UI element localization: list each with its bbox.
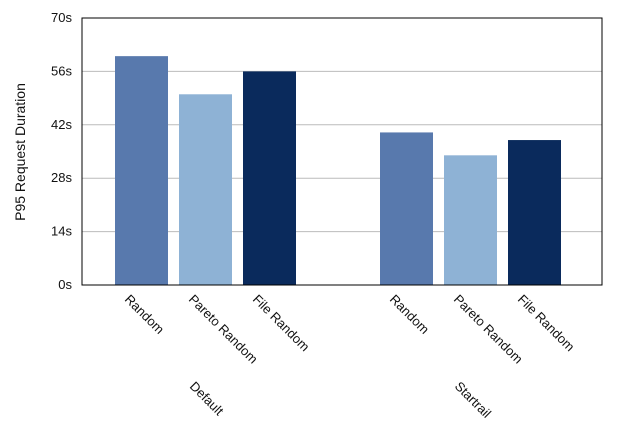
bar-startrail-random (380, 132, 433, 285)
bar-default-file-random (243, 71, 296, 286)
x-category-label: Random (387, 292, 432, 337)
x-category-label: File Random (250, 292, 313, 355)
bar-default-pareto-random (179, 94, 232, 286)
x-category-label: Pareto Random (186, 292, 261, 367)
y-axis-title: P95 Request Duration (12, 83, 28, 221)
y-tick-label: 42s (51, 117, 72, 132)
x-category-label: File Random (515, 292, 578, 355)
bar-startrail-pareto-random (444, 155, 497, 285)
bar-startrail-file-random (508, 140, 561, 285)
y-tick-label: 56s (51, 63, 72, 78)
y-tick-labels: 0s 14s 28s 42s 56s 70s (51, 10, 72, 292)
plot-frame (81, 17, 603, 286)
bar-default-random (115, 56, 168, 286)
group-label-startrail: Startrail (452, 379, 494, 421)
bars (115, 56, 561, 286)
group-labels: Default Startrail (187, 379, 494, 421)
y-tick-label: 0s (58, 277, 72, 292)
y-tick-label: 28s (51, 170, 72, 185)
y-tick-label: 14s (51, 224, 72, 239)
group-label-default: Default (187, 379, 227, 419)
x-category-label: Pareto Random (451, 292, 526, 367)
x-category-label: Random (122, 292, 167, 337)
y-tick-label: 70s (51, 10, 72, 25)
